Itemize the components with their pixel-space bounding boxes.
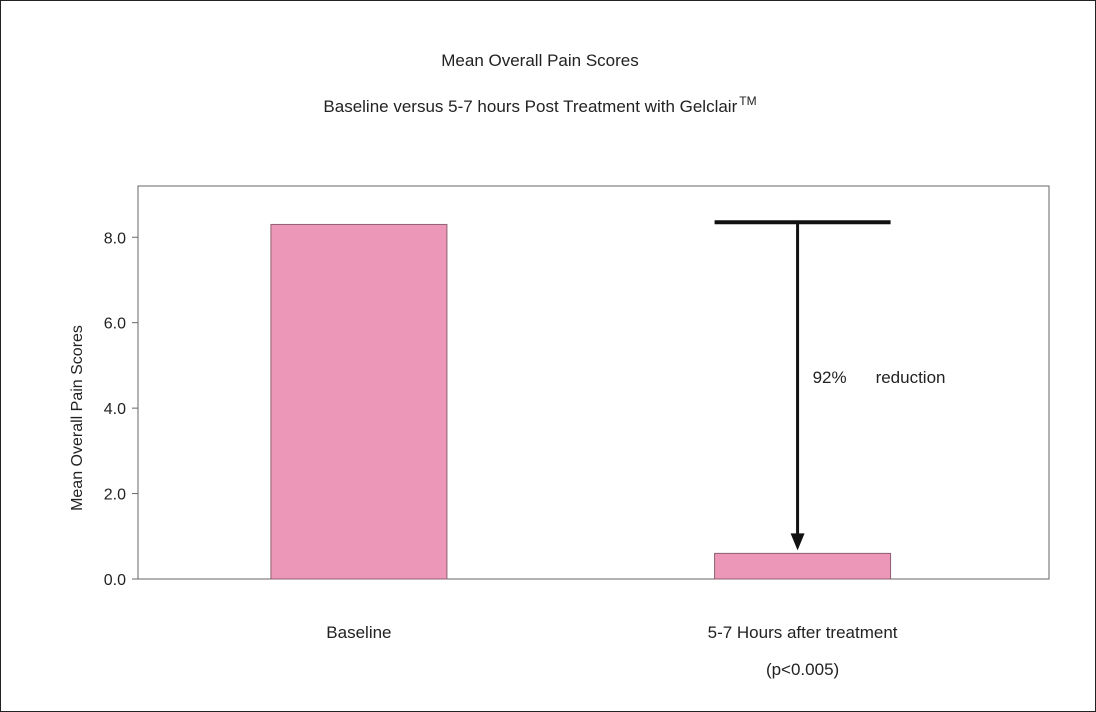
reduction-annotation: 92% reduction	[714, 220, 946, 551]
y-tick-label: 4.0	[104, 401, 126, 418]
y-tick-label: 6.0	[104, 316, 126, 333]
reduction-percent-label: 92%	[813, 368, 847, 387]
bar	[270, 223, 448, 580]
chart-subtitle-main: Baseline versus 5-7 hours Post Treatment…	[323, 97, 737, 116]
reduction-word-label: reduction	[876, 368, 946, 387]
y-axis-label: Mean Overall Pain Scores	[69, 325, 86, 511]
x-axis-category-labels: Baseline 5-7 Hours after treatment (p<0.00…	[326, 623, 897, 679]
bars	[270, 223, 892, 580]
y-tick-label: 8.0	[104, 230, 126, 247]
reduction-arrowhead	[790, 533, 805, 551]
x-category-label: 5-7 Hours after treatment	[708, 623, 898, 642]
y-tick-label: 2.0	[104, 487, 126, 504]
p-value-note: (p<0.005)	[766, 660, 839, 679]
bar	[714, 552, 892, 580]
chart-subtitle: Baseline versus 5-7 hours Post Treatment…	[323, 94, 756, 116]
y-axis-ticks: 0.0 2.0 4.0 6.0 8.0	[104, 230, 138, 589]
chart-title: Mean Overall Pain Scores	[441, 51, 638, 70]
chart-subtitle-superscript: TM	[739, 94, 756, 108]
x-category-label: Baseline	[326, 623, 391, 642]
y-tick-label: 0.0	[104, 572, 126, 589]
